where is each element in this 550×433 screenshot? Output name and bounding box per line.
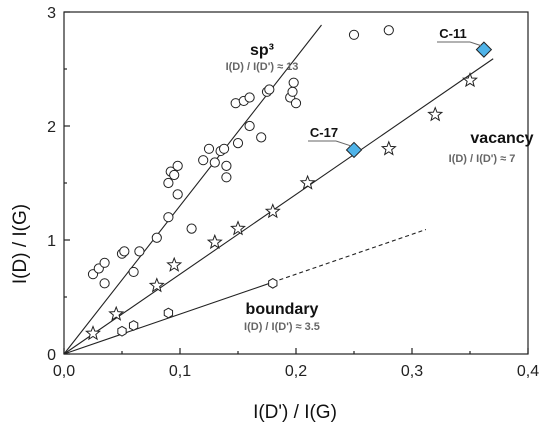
circle-point bbox=[288, 77, 299, 88]
hexagon-point bbox=[128, 320, 139, 331]
circle-point bbox=[198, 155, 209, 166]
callout-c11-leader bbox=[469, 41, 482, 47]
x-tick-label: 0,4 bbox=[517, 363, 539, 380]
boundary-ratio-label: I(D) / I(D') ≈ 3.5 bbox=[244, 321, 320, 333]
circle-point bbox=[203, 143, 215, 154]
star-point bbox=[148, 277, 165, 293]
circle-point bbox=[172, 160, 183, 171]
x-axis-title: I(D') / I(G) bbox=[253, 402, 337, 423]
circle-point bbox=[287, 86, 298, 97]
callout-c11-label: C-11 bbox=[439, 26, 466, 41]
circle-point bbox=[134, 246, 145, 257]
circle-point bbox=[244, 120, 255, 132]
x-tick-label: 0,3 bbox=[401, 363, 423, 380]
star-point bbox=[166, 256, 183, 272]
callout-c17-leader bbox=[335, 140, 352, 147]
fit-line-1 bbox=[63, 58, 494, 355]
circle-point bbox=[290, 98, 302, 109]
hexagon-point bbox=[117, 325, 127, 337]
circle-point bbox=[169, 169, 180, 181]
circle-point bbox=[232, 138, 244, 149]
y-tick-label: 2 bbox=[47, 119, 56, 136]
circle-point bbox=[264, 84, 275, 95]
circle-point bbox=[99, 257, 110, 268]
star-point bbox=[380, 140, 397, 156]
boundary-label: boundary bbox=[246, 301, 319, 318]
circle-point bbox=[186, 223, 197, 234]
fit-line-0 bbox=[63, 24, 322, 355]
star-point bbox=[427, 106, 444, 122]
circle-point bbox=[163, 212, 174, 223]
circle-point bbox=[128, 266, 139, 278]
star-point bbox=[230, 220, 246, 236]
y-axis-title: I(D) / I(G) bbox=[10, 204, 31, 284]
sp3-label: sp³ bbox=[250, 42, 274, 59]
x-tick-label: 0,1 bbox=[169, 363, 191, 380]
circle-point bbox=[209, 157, 220, 168]
x-tick-label: 0,2 bbox=[285, 363, 307, 380]
star-point bbox=[85, 325, 101, 341]
circle-point bbox=[256, 132, 267, 143]
x-tick-label: 0,0 bbox=[53, 363, 75, 380]
circle-point bbox=[163, 177, 174, 189]
circle-point bbox=[221, 160, 232, 171]
sp3-ratio-label: I(D) / I(D') ≈ 13 bbox=[226, 61, 299, 73]
star-point bbox=[264, 203, 281, 219]
circle-point bbox=[172, 189, 183, 200]
circle-point bbox=[119, 246, 130, 257]
y-tick-label: 0 bbox=[47, 347, 56, 364]
star-point bbox=[108, 305, 125, 321]
star-point bbox=[462, 72, 478, 88]
circle-point bbox=[383, 25, 394, 36]
circle-point bbox=[151, 232, 162, 243]
circle-point bbox=[221, 172, 232, 183]
fit-line-3 bbox=[272, 228, 427, 283]
circle-point bbox=[348, 29, 360, 40]
vacancy-ratio-label: I(D) / I(D') ≈ 7 bbox=[449, 153, 516, 165]
hexagon-point bbox=[268, 277, 278, 289]
callout-c17-label: C-17 bbox=[310, 125, 338, 140]
y-tick-label: 3 bbox=[47, 5, 56, 22]
circle-point bbox=[218, 143, 230, 154]
hexagon-point bbox=[163, 307, 174, 319]
circle-point bbox=[99, 278, 110, 289]
y-tick-label: 1 bbox=[47, 233, 56, 250]
star-point bbox=[206, 233, 223, 250]
star-point bbox=[299, 174, 316, 190]
circle-point bbox=[244, 92, 255, 103]
vacancy-label: vacancy bbox=[470, 130, 533, 147]
